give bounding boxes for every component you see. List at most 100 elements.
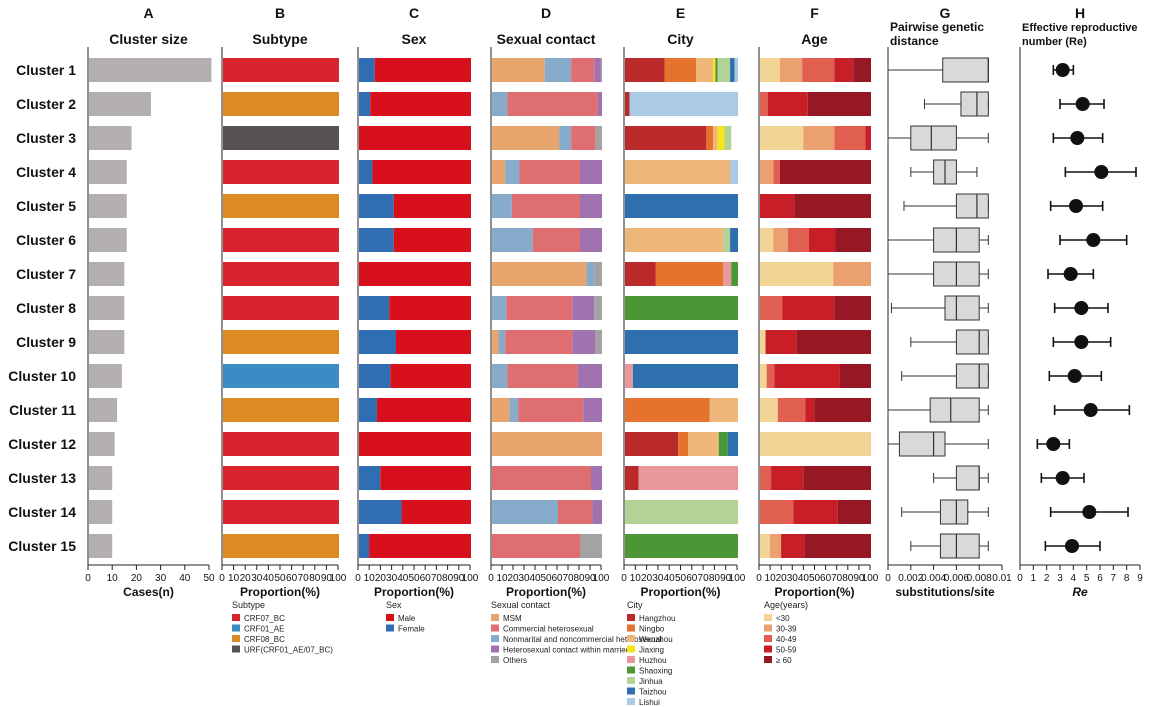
legend-label: Female [398,625,425,634]
point [1086,233,1101,247]
bar-segment [393,228,471,252]
box [944,295,980,321]
legend-swatch [764,614,772,621]
x-tick-label: 100 [729,573,746,584]
x-tick-label: 90 [853,573,865,584]
bar-segment [625,364,633,388]
bar-segment [492,398,510,422]
bar-segment [833,262,871,286]
x-tick-label: 0 [488,573,494,584]
x-tick-label: 90 [584,573,596,584]
bar-segment [706,126,714,150]
legend-swatch [627,614,635,621]
legend-swatch [491,645,499,653]
x-tick-label: 50 [540,573,552,584]
legend-label: CRF07_BC [244,614,285,623]
bar-segment [723,228,731,252]
bar-segment [359,194,394,218]
x-tick-label: 80 [442,573,454,584]
legend-swatch [232,635,240,642]
box [929,397,980,423]
point [1075,97,1090,111]
box [955,329,989,355]
x-tick-label: 10 [765,573,777,584]
panel-title: Sex [402,31,427,47]
x-tick-label: 10 [364,573,376,584]
x-tick-label: 20 [240,573,252,584]
bar-segment [492,432,602,456]
bar-segment [359,364,391,388]
legend-swatch [627,666,635,674]
legend-contact: Sexual contact MSM Commercial heterosexual… [491,600,662,665]
bar-segment [796,330,871,354]
bar-segment [580,228,602,252]
cluster-label: Cluster 10 [8,368,76,384]
panel-d: D Sexual contact Proportion(%) 0 10 20 30 40 50 6… [488,5,610,599]
x-tick-label: 50 [408,573,420,584]
bar-segment [777,398,806,422]
x-axis-label: Proportion(%) [240,585,320,599]
point [1065,539,1079,553]
legend-swatch [627,698,635,705]
bar-segment [715,58,718,82]
bar-segment [625,500,738,524]
bar-segment [492,466,591,490]
point [1070,131,1085,145]
bar-segment [223,432,339,456]
bar-segment [595,126,602,150]
bar-segment [492,364,508,388]
bar-segment [359,160,373,184]
legend-swatch [386,624,394,632]
bar-segment [372,160,471,184]
bar-segment [577,364,602,388]
bar-segment [395,330,471,354]
legend-swatch [491,614,499,621]
panel-title: City [667,31,694,47]
x-tick-label: 0.01 [992,573,1012,584]
x-tick-label: 100 [462,573,479,584]
bar-segment [730,228,738,252]
panel-a: A Cluster size Cases(n) 0 10 20 30 40 50 [85,5,215,599]
legend-swatch [491,624,499,632]
legend-label: CRF01_AE [244,625,284,634]
legend-title: City [627,600,643,610]
bar [89,92,151,116]
legend-label: Others [503,656,527,665]
bar [89,262,125,286]
panel-letter: H [1075,5,1085,21]
x-tick-label: 10 [630,573,642,584]
bar-segment [760,194,795,218]
bar-segment [853,58,871,82]
x-tick-label: 40 [263,573,275,584]
bar-segment [583,398,602,422]
x-axis-label: Cases(n) [123,585,174,599]
x-tick-label: 30 [386,573,398,584]
bar-segment [625,194,738,218]
bar-segment [760,364,767,388]
x-tick-label: 90 [453,573,465,584]
x-tick-label: 20 [641,573,653,584]
bar-segment [760,330,766,354]
legend-label: Taizhou [639,688,667,697]
bar-segment [223,126,339,150]
point [1055,63,1070,77]
legend-swatch [627,635,635,642]
bar-segment [492,330,499,354]
bar-segment [625,92,630,116]
panel-letter: C [409,5,419,21]
legend-label: Ningbo [639,625,665,634]
bar-segment [359,534,370,558]
bar-segment [803,126,835,150]
bar-segment [571,58,595,82]
x-tick-label: 0 [885,573,891,584]
bar-segment [774,364,840,388]
x-tick-label: 100 [593,573,610,584]
bar-segment [359,228,394,252]
panel-letter: F [810,5,819,21]
bar-segment [359,466,381,490]
x-tick-label: 0 [355,573,361,584]
